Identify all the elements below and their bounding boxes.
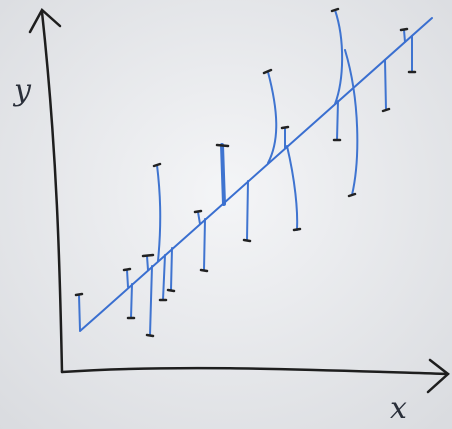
residual [171,248,172,290]
residual [204,219,205,270]
residual [337,101,338,140]
residual [222,145,224,204]
point [282,127,288,128]
whiteboard-sketch: y x [0,0,452,429]
residual [127,270,128,287]
residual [131,284,132,318]
residual [79,295,80,330]
point [76,294,82,295]
point [168,290,174,291]
point [143,255,153,256]
point [201,270,207,271]
point [401,29,407,30]
x-axis-label: x [390,391,407,426]
point [195,211,201,212]
residual [385,60,386,110]
residual [247,181,248,240]
point [244,240,250,241]
y-axis-label: y [12,73,32,108]
point [124,269,130,270]
point [294,229,300,230]
point [147,335,153,336]
page: {"axes": {"y_label": "y", "x_label": "x"… [0,0,452,429]
point [217,145,228,146]
residual [404,30,405,42]
residual [147,256,148,270]
